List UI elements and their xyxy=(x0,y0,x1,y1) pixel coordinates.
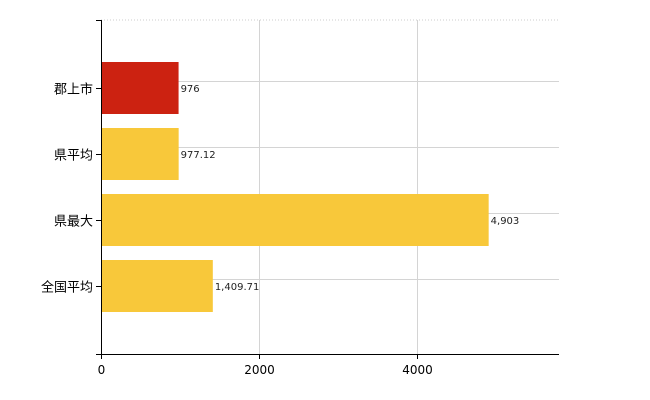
x-tick-label: 0 xyxy=(98,363,106,377)
data-label: 977.12 xyxy=(181,150,216,161)
category-label: 県平均 xyxy=(54,149,93,164)
data-label: 4,903 xyxy=(491,216,520,227)
category-label: 全国平均 xyxy=(41,280,93,296)
category-label: 県最大 xyxy=(54,215,93,230)
bar xyxy=(101,62,179,114)
category-label: 郡上市 xyxy=(54,82,93,98)
data-label: 976 xyxy=(181,84,200,95)
bar xyxy=(101,194,489,246)
bar xyxy=(101,128,179,180)
x-tick-label: 4000 xyxy=(402,363,433,377)
x-tick-label: 2000 xyxy=(244,363,275,377)
bar xyxy=(101,260,213,312)
bars xyxy=(101,62,489,312)
data-label: 1,409.71 xyxy=(215,282,260,293)
axes xyxy=(96,20,559,359)
